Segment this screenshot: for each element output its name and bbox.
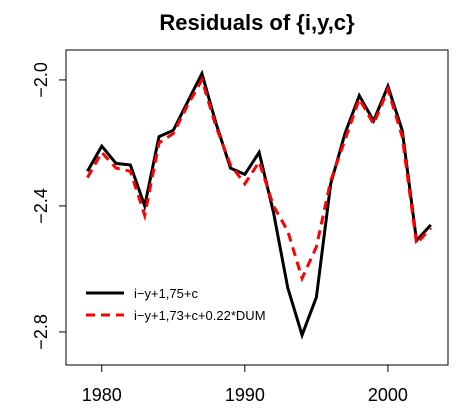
x-tick-label: 1990 — [225, 385, 265, 405]
legend-label: i−y+1,73+c+0.22*DUM — [134, 308, 266, 323]
plot-box — [65, 49, 449, 366]
chart-title: Residuals of {i,y,c} — [159, 10, 355, 35]
y-tick-label: −2.8 — [31, 314, 51, 350]
x-tick-label: 2000 — [368, 385, 408, 405]
y-tick-label: −2.4 — [31, 188, 51, 224]
series-line — [86, 69, 432, 340]
series-line — [86, 76, 432, 283]
y-tick-label: −2.0 — [31, 62, 51, 98]
legend-label: i−y+1,75+c — [134, 286, 198, 301]
x-tick-label: 1980 — [82, 385, 122, 405]
